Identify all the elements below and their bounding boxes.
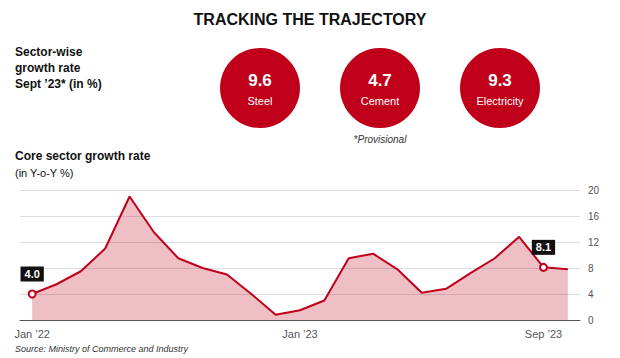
- svg-text:16: 16: [588, 211, 600, 222]
- svg-text:Core sector growth rate: Core sector growth rate: [15, 149, 151, 163]
- svg-text:4.7: 4.7: [368, 71, 392, 90]
- svg-text:Jan ’23: Jan ’23: [282, 328, 317, 340]
- svg-text:Source: Ministry of Commerce a: Source: Ministry of Commerce and Industr…: [15, 344, 189, 354]
- svg-text:*Provisional: *Provisional: [354, 134, 408, 145]
- svg-text:4: 4: [588, 289, 594, 300]
- svg-text:Steel: Steel: [247, 95, 272, 107]
- svg-text:growth rate: growth rate: [15, 61, 81, 75]
- svg-text:(in Y-o-Y %): (in Y-o-Y %): [15, 167, 74, 179]
- svg-text:Cement: Cement: [361, 95, 400, 107]
- svg-text:TRACKING THE TRAJECTORY: TRACKING THE TRAJECTORY: [194, 11, 427, 28]
- svg-text:12: 12: [588, 237, 600, 248]
- svg-text:Sep ’23: Sep ’23: [525, 328, 562, 340]
- svg-text:20: 20: [588, 185, 600, 196]
- svg-text:0: 0: [588, 315, 594, 326]
- svg-text:9.3: 9.3: [488, 71, 512, 90]
- svg-text:Electricity: Electricity: [476, 95, 524, 107]
- svg-text:9.6: 9.6: [248, 71, 272, 90]
- svg-text:Sector-wise: Sector-wise: [15, 45, 83, 59]
- svg-text:8.1: 8.1: [536, 241, 551, 253]
- svg-text:Jan ’22: Jan ’22: [14, 328, 49, 340]
- svg-text:Sept ’23* (in %): Sept ’23* (in %): [15, 77, 102, 91]
- svg-text:4.0: 4.0: [25, 268, 40, 280]
- svg-text:8: 8: [588, 263, 594, 274]
